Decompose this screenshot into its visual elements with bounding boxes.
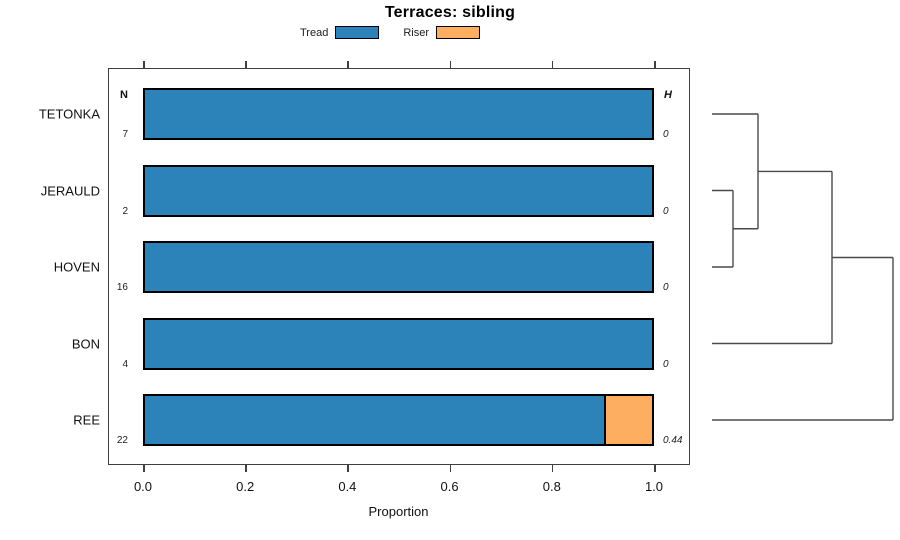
x-tick-bottom (551, 465, 554, 472)
x-tick-top (449, 61, 452, 68)
x-tick-label: 0.0 (133, 479, 153, 494)
x-tick-bottom (245, 465, 247, 472)
x-tick-label: 0.8 (542, 479, 561, 494)
bar-segment-tread (145, 396, 605, 444)
n-value: 4 (122, 358, 128, 370)
category-label-ree: REE (73, 412, 100, 428)
n-value: 16 (116, 282, 128, 293)
n-value: 7 (122, 129, 128, 140)
n-value: 2 (122, 205, 128, 217)
legend-swatch-riser (436, 26, 480, 39)
legend-label-riser: Riser (403, 26, 429, 39)
category-label-hoven: HOVEN (53, 259, 100, 275)
h-value: 0 (663, 129, 669, 140)
bar-segment-tread (145, 319, 652, 368)
h-value: 0 (663, 205, 669, 217)
x-tick-label: 0.6 (440, 479, 459, 494)
h-value: 0.44 (663, 435, 683, 446)
x-tick-top (143, 61, 145, 68)
legend-item-tread: Tread (300, 26, 380, 39)
category-label-jerauld: JERAULD (40, 183, 100, 198)
h-value: 0 (663, 358, 669, 370)
x-tick-bottom (143, 465, 145, 472)
x-axis-title: Proportion (368, 504, 429, 519)
x-tick-label: 1.0 (644, 479, 664, 494)
x-tick-top (347, 61, 349, 68)
category-label-bon: BON (71, 336, 100, 351)
x-tick-bottom (347, 465, 349, 472)
bar-segment-tread (145, 90, 652, 138)
bar-segment-tread (145, 166, 652, 215)
bar-bon (143, 317, 654, 370)
legend-item-riser: Riser (403, 26, 480, 39)
bar-jerauld (143, 164, 654, 217)
x-tick-top (245, 61, 247, 68)
bar-segment-tread (145, 243, 652, 291)
bar-segment-riser (604, 396, 652, 444)
category-label-tetonka: TETONKA (38, 106, 100, 122)
legend-swatch-tread (335, 26, 380, 39)
chart-title: Terraces: sibling (384, 4, 516, 21)
legend-label-tread: Tread (300, 26, 329, 39)
bar-hoven (143, 241, 654, 293)
bar-tetonka (143, 88, 654, 140)
x-tick-label: 0.4 (338, 479, 357, 494)
x-tick-top (551, 61, 554, 68)
x-tick-bottom (449, 465, 452, 472)
x-tick-label: 0.2 (236, 479, 255, 494)
bar-ree (143, 394, 654, 446)
h-value: 0 (663, 282, 669, 293)
n-column-header: N (120, 89, 128, 101)
x-tick-bottom (654, 465, 656, 472)
h-column-header: H (664, 89, 672, 101)
plot-box (108, 68, 690, 465)
n-value: 22 (116, 435, 128, 446)
legend: Tread Riser (300, 26, 480, 39)
x-tick-top (654, 61, 656, 68)
